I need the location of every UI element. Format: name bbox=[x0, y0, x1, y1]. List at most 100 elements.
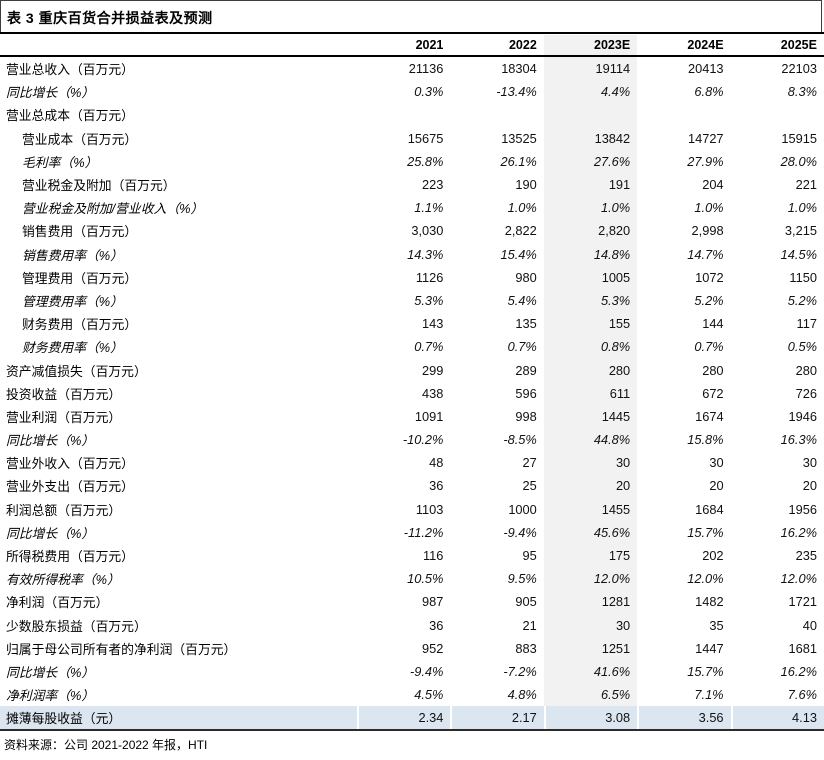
cell-value: 596 bbox=[515, 385, 537, 401]
cell-value: 3,030 bbox=[411, 223, 444, 239]
cell-value: 280 bbox=[608, 362, 631, 378]
table-row: 营业外收入（百万元） 48 27 30 30 30 bbox=[0, 451, 824, 474]
row-label: 投资收益（百万元） bbox=[6, 386, 122, 402]
cell-value: 1.0% bbox=[694, 200, 724, 216]
table-row: 营业成本（百万元） 15675 13525 13842 14727 15915 bbox=[0, 127, 824, 150]
row-label: 同比增长（%） bbox=[6, 433, 95, 449]
row-label: 营业总收入（百万元） bbox=[6, 62, 134, 78]
cell-value: 191 bbox=[608, 177, 631, 193]
table-row: 利润总额（百万元） 1103 1000 1455 1684 1956 bbox=[0, 498, 824, 521]
table-row: 净利润率（%） 4.5% 4.8% 6.5% 7.1% 7.6% bbox=[0, 683, 824, 706]
cell-value: 1103 bbox=[415, 501, 444, 517]
cell-value: 8.3% bbox=[787, 84, 817, 100]
cell-value: 18304 bbox=[501, 61, 537, 77]
cell-value: -11.2% bbox=[403, 524, 444, 540]
table-row: 投资收益（百万元） 438 596 611 672 726 bbox=[0, 382, 824, 405]
table-row: 归属于母公司所有者的净利润（百万元） 952 883 1251 1447 1681 bbox=[0, 637, 824, 660]
cell-value: 0.7% bbox=[507, 339, 537, 355]
row-label: 摊薄每股收益（元） bbox=[6, 711, 122, 727]
table-row: 营业利润（百万元） 1091 998 1445 1674 1946 bbox=[0, 405, 824, 428]
table-row: 同比增长（%） -10.2% -8.5% 44.8% 15.8% 16.3% bbox=[0, 428, 824, 451]
cell-value: 4.13 bbox=[730, 706, 824, 730]
cell-value: 1455 bbox=[601, 501, 631, 517]
cell-value: 1445 bbox=[601, 408, 631, 424]
cell-value: 21 bbox=[522, 617, 537, 633]
cell-value: 1681 bbox=[788, 640, 817, 656]
cell-value: 10.5% bbox=[407, 571, 444, 587]
cell-value: 44.8% bbox=[593, 432, 631, 448]
cell-value: 905 bbox=[515, 594, 537, 610]
row-label: 财务费用率（%） bbox=[22, 340, 123, 356]
cell-value: 980 bbox=[515, 269, 537, 285]
cell-value: 25.8% bbox=[407, 153, 444, 169]
cell-value: -9.4% bbox=[409, 663, 444, 679]
cell-value: 2,822 bbox=[504, 223, 537, 239]
cell-value: 1091 bbox=[414, 408, 444, 424]
cell-value: 280 bbox=[795, 362, 817, 378]
cell-value: 883 bbox=[515, 640, 537, 656]
cell-value: 155 bbox=[608, 316, 631, 332]
cell-value: 27.6% bbox=[593, 153, 631, 169]
table-body: 营业总收入（百万元） 21136 18304 19114 20413 22103 同比增长（… bbox=[0, 57, 824, 732]
cell-value: 1005 bbox=[601, 269, 631, 285]
cell-value: 13842 bbox=[594, 130, 631, 146]
cell-value: 116 bbox=[422, 548, 444, 564]
cell-value: 35 bbox=[709, 617, 724, 633]
cell-value: 19114 bbox=[595, 61, 631, 77]
table-row: 销售费用（百万元） 3,030 2,822 2,820 2,998 3,215 bbox=[0, 219, 824, 242]
cell-value: 1072 bbox=[695, 269, 724, 285]
table-row: 财务费用率（%） 0.7% 0.7% 0.8% 0.7% 0.5% bbox=[0, 335, 824, 358]
cell-value: 14.8% bbox=[593, 246, 631, 262]
cell-value: 135 bbox=[515, 316, 537, 332]
cell-value: 5.4% bbox=[507, 292, 537, 308]
cell-value: 30 bbox=[615, 455, 631, 471]
column-header-2023e: 2023E bbox=[594, 37, 631, 52]
cell-value: 13525 bbox=[501, 130, 537, 146]
cell-value: 3.56 bbox=[637, 706, 730, 730]
cell-value: 438 bbox=[422, 385, 444, 401]
cell-value: 14727 bbox=[687, 130, 724, 146]
cell-value: 30 bbox=[615, 617, 631, 633]
cell-value: 14.5% bbox=[780, 246, 817, 262]
cell-value: 223 bbox=[422, 177, 444, 193]
row-label: 净利润率（%） bbox=[6, 688, 95, 704]
cell-value: 190 bbox=[515, 177, 537, 193]
cell-value: 1721 bbox=[788, 594, 817, 610]
cell-value: 0.5% bbox=[787, 339, 817, 355]
cell-value: 998 bbox=[515, 408, 537, 424]
cell-value: 20 bbox=[709, 478, 724, 494]
column-header-2021: 2021 bbox=[415, 37, 444, 52]
cell-value: 1251 bbox=[601, 640, 631, 656]
cell-value: 987 bbox=[422, 594, 444, 610]
cell-value: 280 bbox=[702, 362, 724, 378]
table-row: 少数股东损益（百万元） 36 21 30 35 40 bbox=[0, 614, 824, 637]
cell-value: 672 bbox=[702, 385, 724, 401]
cell-value: 6.5% bbox=[601, 687, 631, 703]
cell-value: 2.17 bbox=[450, 706, 543, 730]
cell-value: 30 bbox=[709, 455, 724, 471]
row-label: 少数股东损益（百万元） bbox=[6, 618, 147, 634]
row-label: 营业总成本（百万元） bbox=[6, 108, 134, 124]
cell-value: 299 bbox=[422, 362, 444, 378]
cell-value: 4.5% bbox=[414, 687, 444, 703]
cell-value: 15915 bbox=[781, 130, 817, 146]
table-row: 同比增长（%） -9.4% -7.2% 41.6% 15.7% 16.2% bbox=[0, 660, 824, 683]
row-label: 财务费用（百万元） bbox=[22, 317, 138, 333]
cell-value: 3.08 bbox=[543, 706, 637, 730]
table-row: 同比增长（%） -11.2% -9.4% 45.6% 15.7% 16.2% bbox=[0, 521, 824, 544]
cell-value: 1281 bbox=[601, 594, 631, 610]
cell-value: 4.8% bbox=[507, 687, 537, 703]
cell-value: 7.6% bbox=[787, 687, 817, 703]
table-row: 同比增长（%） 0.3% -13.4% 4.4% 6.8% 8.3% bbox=[0, 80, 824, 103]
cell-value: -9.4% bbox=[503, 524, 537, 540]
cell-value: 12.0% bbox=[593, 571, 631, 587]
cell-value: 5.2% bbox=[787, 292, 817, 308]
cell-value: -7.2% bbox=[503, 663, 537, 679]
cell-value: 30 bbox=[802, 455, 817, 471]
cell-value: 5.2% bbox=[694, 292, 724, 308]
cell-value: 144 bbox=[702, 316, 724, 332]
table-row: 净利润（百万元） 987 905 1281 1482 1721 bbox=[0, 590, 824, 613]
row-label: 销售费用（百万元） bbox=[22, 224, 138, 240]
forecast-column-highlight bbox=[544, 35, 637, 707]
cell-value: 611 bbox=[609, 385, 631, 401]
